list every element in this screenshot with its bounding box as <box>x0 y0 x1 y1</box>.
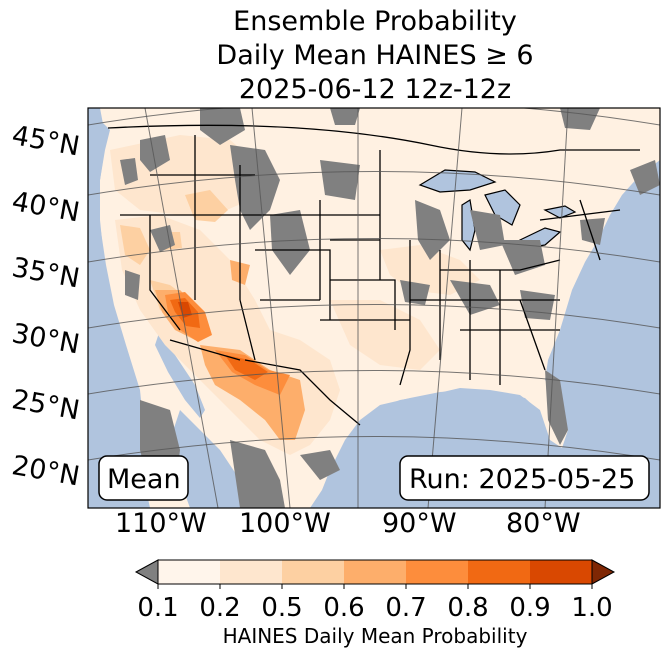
title-line-3: 2025-06-12 12z-12z <box>238 74 512 105</box>
colorbar-frame <box>157 559 593 585</box>
graticule <box>88 108 660 508</box>
title-line-1: Ensemble Probability <box>233 6 517 37</box>
colorbar: 0.1 0.2 0.5 0.6 0.7 0.8 0.9 1.0 HAINES Daily Me… <box>134 559 616 648</box>
colorbar-under-arrow <box>134 559 159 585</box>
colorbar-bin <box>220 560 283 584</box>
colorbar-tick-label: 1.0 <box>571 593 612 623</box>
lat-label-45: 45°N <box>10 120 82 162</box>
colorbar-bin <box>406 560 469 584</box>
run-label: Run: 2025-05-25 <box>409 464 635 495</box>
lat-label-25: 25°N <box>10 384 82 426</box>
state-boundaries <box>107 124 640 426</box>
mean-label: Mean <box>107 464 181 495</box>
colorbar-bin <box>530 560 593 584</box>
colorbar-tick-label: 0.2 <box>199 593 240 623</box>
colorbar-tick-label: 0.8 <box>447 593 488 623</box>
colorbar-bin <box>282 560 345 584</box>
map-frame <box>87 107 661 509</box>
longitude-labels: 110°W 100°W 90°W 80°W <box>115 508 581 539</box>
colorbar-tick-label: 0.9 <box>509 593 550 623</box>
lon-label-90: 90°W <box>382 508 457 539</box>
run-label-box: Run: 2025-05-25 <box>399 455 650 501</box>
lat-label-40: 40°N <box>10 186 82 228</box>
map-panel <box>88 108 660 508</box>
colorbar-label: HAINES Daily Mean Probability <box>223 624 528 648</box>
latitude-labels: 45°N 40°N 35°N 30°N 25°N 20°N <box>10 120 82 492</box>
mean-label-box: Mean <box>98 455 189 501</box>
colorbar-bin <box>468 560 531 584</box>
colorbar-bin <box>344 560 407 584</box>
colorbar-tick-label: 0.6 <box>323 593 364 623</box>
lon-label-80: 80°W <box>506 508 581 539</box>
lon-label-100: 100°W <box>239 508 331 539</box>
colorbar-tick-label: 0.1 <box>137 593 178 623</box>
colorbar-bin <box>158 560 221 584</box>
pacific-coast <box>88 108 145 508</box>
lat-label-35: 35°N <box>10 252 82 294</box>
gulf-of-california <box>155 330 205 418</box>
lat-label-30: 30°N <box>10 318 82 360</box>
colorbar-tick-label: 0.7 <box>385 593 426 623</box>
colorbar-over-arrow <box>591 559 616 585</box>
lat-label-20: 20°N <box>10 450 82 492</box>
colorbar-tick-label: 0.5 <box>261 593 302 623</box>
lon-label-110: 110°W <box>115 508 207 539</box>
title-line-2: Daily Mean HAINES ≥ 6 <box>216 40 534 71</box>
